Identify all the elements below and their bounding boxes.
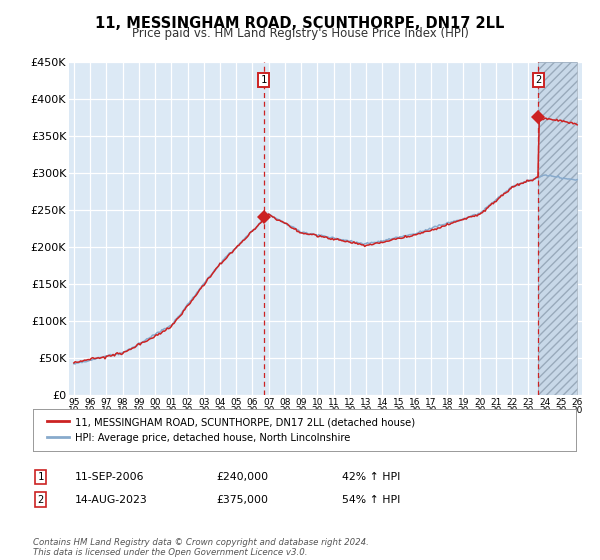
Text: £375,000: £375,000 — [216, 494, 268, 505]
Text: 11, MESSINGHAM ROAD, SCUNTHORPE, DN17 2LL: 11, MESSINGHAM ROAD, SCUNTHORPE, DN17 2L… — [95, 16, 505, 31]
Text: 2: 2 — [38, 494, 44, 505]
Text: Price paid vs. HM Land Registry's House Price Index (HPI): Price paid vs. HM Land Registry's House … — [131, 27, 469, 40]
Text: 1: 1 — [38, 472, 44, 482]
Text: Contains HM Land Registry data © Crown copyright and database right 2024.
This d: Contains HM Land Registry data © Crown c… — [33, 538, 369, 557]
Bar — [538, 62, 577, 395]
Legend: 11, MESSINGHAM ROAD, SCUNTHORPE, DN17 2LL (detached house), HPI: Average price, : 11, MESSINGHAM ROAD, SCUNTHORPE, DN17 2L… — [43, 413, 419, 446]
Text: 14-AUG-2023: 14-AUG-2023 — [75, 494, 148, 505]
Text: 11-SEP-2006: 11-SEP-2006 — [75, 472, 145, 482]
Text: 54% ↑ HPI: 54% ↑ HPI — [342, 494, 400, 505]
Text: 42% ↑ HPI: 42% ↑ HPI — [342, 472, 400, 482]
Bar — [538, 62, 577, 395]
Text: 1: 1 — [260, 75, 267, 85]
Text: £240,000: £240,000 — [216, 472, 268, 482]
Text: 2: 2 — [535, 75, 542, 85]
